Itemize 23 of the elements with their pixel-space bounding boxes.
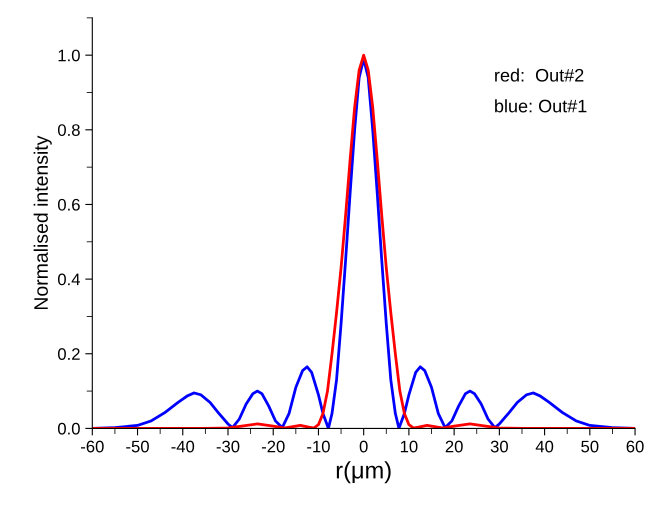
x-tick-label: 50 bbox=[581, 440, 598, 452]
y-tick-label: 0.0 bbox=[58, 422, 80, 435]
x-tick-label: 10 bbox=[400, 440, 418, 452]
x-tick-label: -60 bbox=[80, 440, 104, 452]
y-tick-label: 0.6 bbox=[58, 198, 80, 211]
annotation: blue: Out#1 bbox=[495, 99, 586, 112]
x-tick-label: -30 bbox=[216, 440, 240, 452]
x-tick-label: 30 bbox=[490, 440, 508, 452]
x-tick-label: 60 bbox=[626, 440, 644, 452]
x-tick-label: 40 bbox=[536, 440, 554, 452]
x-tick-label: 0 bbox=[360, 440, 368, 452]
y-tick-label: 0.4 bbox=[58, 274, 80, 286]
x-tick-label: 20 bbox=[446, 440, 463, 452]
y-tick-label: 0.8 bbox=[58, 124, 80, 136]
x-axis-title: r(μm) bbox=[336, 461, 391, 484]
y-axis-title: Normalised intensity bbox=[34, 136, 52, 310]
x-tick-label: -40 bbox=[171, 440, 194, 452]
annotation: red: Out#2 bbox=[495, 68, 584, 82]
x-tick-label: -20 bbox=[262, 440, 285, 452]
y-tick-label: 1.0 bbox=[58, 50, 80, 62]
x-tick-label: -50 bbox=[126, 440, 149, 452]
y-tick-label: 0.2 bbox=[58, 348, 80, 360]
x-tick-label: -10 bbox=[307, 440, 330, 452]
